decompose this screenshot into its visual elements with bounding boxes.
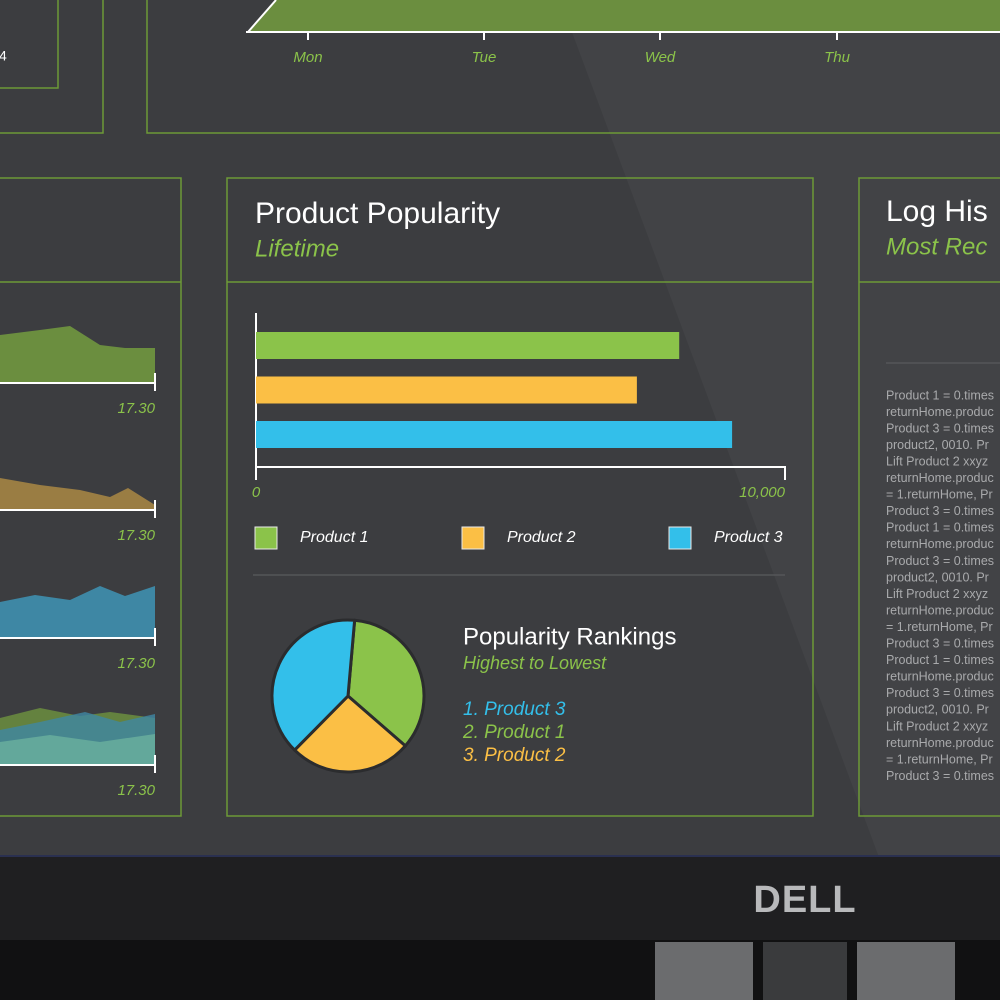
log-line: returnHome.produc xyxy=(886,537,994,551)
day-label: Thu xyxy=(824,49,851,66)
log-line: Product 1 = 0.times xyxy=(886,653,994,667)
legend-swatch xyxy=(461,526,485,550)
day-label: Tue xyxy=(472,49,497,66)
log-line: returnHome.produc xyxy=(886,471,994,485)
bezel xyxy=(0,856,1000,940)
log-line: Product 3 = 0.times xyxy=(886,769,994,783)
area xyxy=(0,478,155,510)
time-label: 17.30 xyxy=(117,527,155,544)
log-line: Lift Product 2 xxyz xyxy=(886,719,988,733)
panel xyxy=(0,177,182,817)
tick-label: 0 xyxy=(252,484,261,501)
panel-value: 4 xyxy=(0,48,7,64)
panel-title: Log His xyxy=(886,195,988,228)
ranking-item: 2. Product 1 xyxy=(462,722,565,743)
time-label: 17.30 xyxy=(117,655,155,672)
time-label: 17.30 xyxy=(117,400,155,417)
log-line: returnHome.produc xyxy=(886,736,994,750)
button xyxy=(763,942,847,1000)
area-edge xyxy=(247,0,277,33)
panel-subtitle: Lifetime xyxy=(255,235,339,262)
stand xyxy=(0,940,1000,1000)
log-line: returnHome.produc xyxy=(886,405,994,419)
button xyxy=(655,942,753,1000)
pie-slice xyxy=(270,618,357,752)
legend-swatch xyxy=(668,526,692,550)
tick-label: 10,000 xyxy=(739,484,786,501)
ranking-item: 1. Product 3 xyxy=(463,699,566,720)
log-line: Product 3 = 0.times xyxy=(886,686,994,700)
bar xyxy=(256,376,637,404)
legend-label: Product 1 xyxy=(300,529,368,546)
rankings-subtitle: Highest to Lowest xyxy=(463,653,607,673)
panel-subtitle: Most Rec xyxy=(886,233,987,260)
area xyxy=(248,0,1000,32)
brand-logo: DELL xyxy=(753,879,856,921)
log-line: Product 1 = 0.times xyxy=(886,521,994,535)
log-line: = 1.returnHome, Pr xyxy=(886,620,993,634)
log-line: = 1.returnHome, Pr xyxy=(886,752,993,766)
legend-label: Product 2 xyxy=(507,529,576,546)
area xyxy=(0,734,155,765)
panel-title: Product Popularity xyxy=(255,197,500,230)
area xyxy=(0,326,155,383)
log-line: Product 3 = 0.times xyxy=(886,554,994,568)
rankings-title: Popularity Rankings xyxy=(463,623,676,650)
log-line: = 1.returnHome, Pr xyxy=(886,488,993,502)
legend-swatch xyxy=(254,526,278,550)
log-line: Product 3 = 0.times xyxy=(886,504,994,518)
ranking-item: 3. Product 2 xyxy=(463,745,566,766)
log-line: Product 3 = 0.times xyxy=(886,637,994,651)
day-label: Wed xyxy=(645,49,676,66)
legend-label: Product 3 xyxy=(714,529,783,546)
log-line: Product 3 = 0.times xyxy=(886,421,994,435)
day-label: Mon xyxy=(293,49,322,66)
log-line: product2, 0010. Pr xyxy=(886,438,989,452)
time-label: 17.30 xyxy=(117,782,155,799)
log-line: Product 1 = 0.times xyxy=(886,388,994,402)
panel xyxy=(0,0,104,134)
log-line: Lift Product 2 xxyz xyxy=(886,587,988,601)
pie-slice xyxy=(346,618,426,748)
button xyxy=(857,942,955,1000)
pie-slice xyxy=(293,694,407,774)
panel xyxy=(226,177,814,817)
log-line: returnHome.produc xyxy=(886,603,994,617)
bar xyxy=(256,332,680,359)
log-line: returnHome.produc xyxy=(886,670,994,684)
log-line: product2, 0010. Pr xyxy=(886,570,989,584)
inner-box xyxy=(0,0,59,89)
log-line: Lift Product 2 xxyz xyxy=(886,454,988,468)
panel xyxy=(146,0,1000,134)
bar xyxy=(256,421,733,448)
panel xyxy=(858,177,1000,817)
area xyxy=(0,586,155,638)
log-line: product2, 0010. Pr xyxy=(886,703,989,717)
